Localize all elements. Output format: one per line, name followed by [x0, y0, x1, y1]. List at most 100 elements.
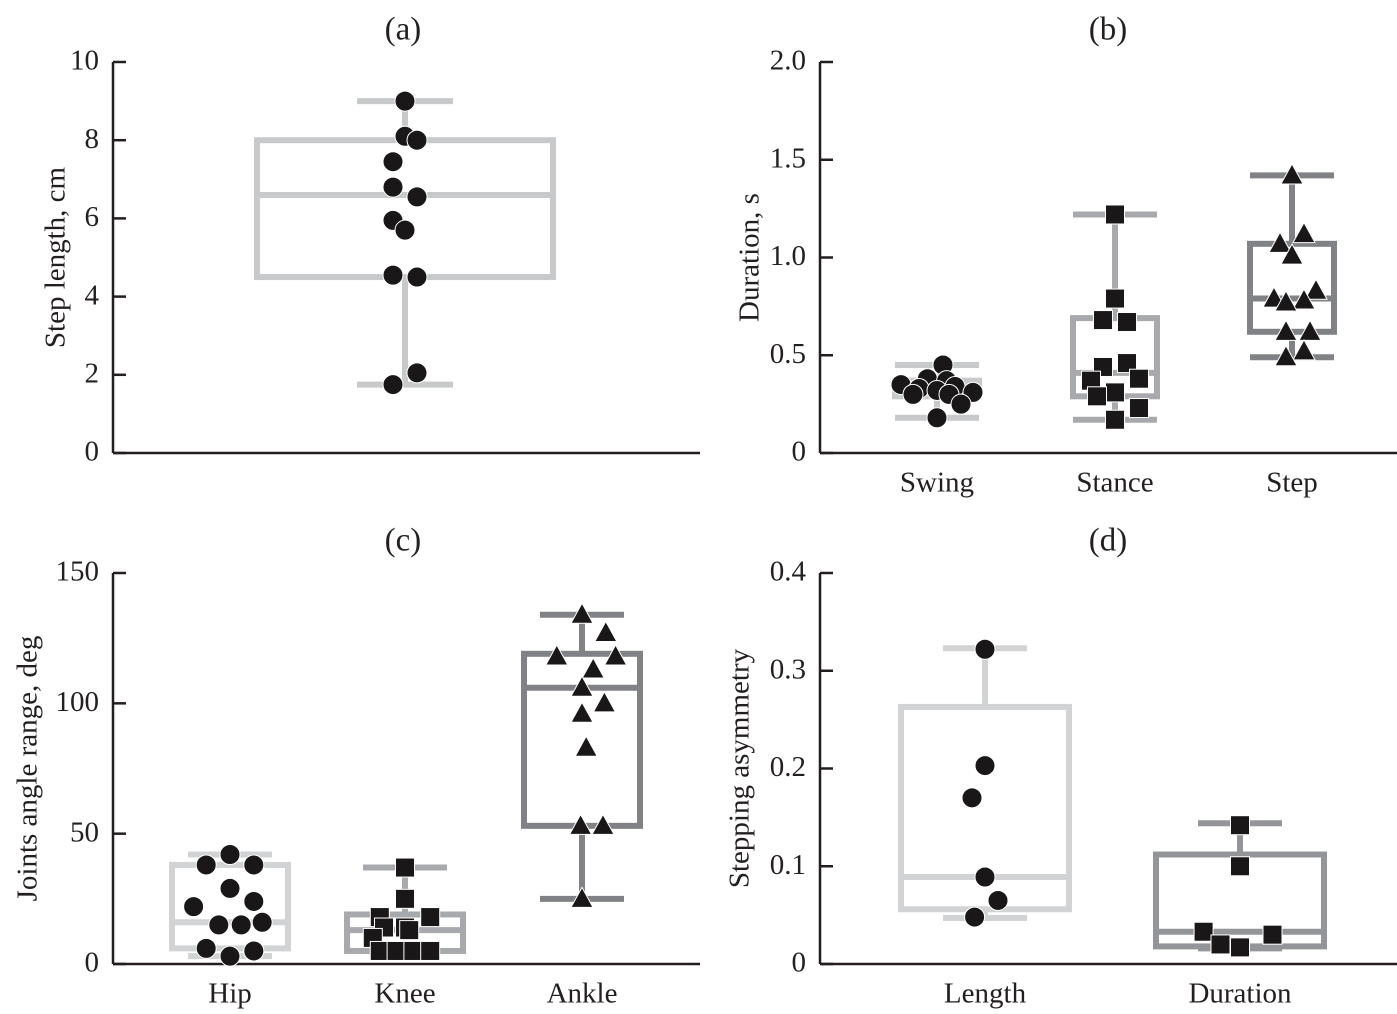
- data-point-circle: [219, 945, 241, 967]
- box-series-duration: [1153, 815, 1327, 958]
- panel-title: (d): [1089, 523, 1127, 559]
- panel-b: (b) 0 0.5 1.0 1.5 2.0 Duration, s Swing Stance St…: [734, 12, 1397, 499]
- data-point-square: [1210, 934, 1231, 955]
- data-point-circle: [964, 906, 986, 928]
- panel-title: (c): [385, 523, 422, 559]
- data-point-circle: [394, 90, 416, 112]
- data-point-circle: [382, 374, 404, 396]
- data-point-triangle: [1274, 344, 1298, 367]
- box-series-step-length: [254, 90, 556, 396]
- y-tick-label: 0.5: [770, 338, 806, 370]
- data-point-square: [399, 920, 420, 941]
- y-axis-title: Duration, s: [734, 193, 766, 322]
- y-tick-label: 100: [56, 686, 100, 718]
- data-point-circle: [251, 911, 273, 933]
- y-tick-label: 0.3: [770, 653, 806, 685]
- data-point-triangle: [544, 643, 569, 666]
- data-point-circle: [183, 896, 205, 918]
- data-point-triangle: [570, 701, 594, 723]
- data-point-triangle: [1274, 290, 1298, 312]
- data-point-circle: [406, 266, 428, 288]
- data-point-square: [1230, 856, 1250, 877]
- y-axis-title: Joints angle range, deg: [12, 636, 44, 902]
- y-tick-label: 4: [85, 279, 100, 311]
- y-tick-label: 2.0: [770, 45, 806, 77]
- data-point-square: [369, 940, 390, 961]
- data-point-triangle: [570, 675, 594, 697]
- data-point-circle: [382, 151, 404, 173]
- x-category-label: Duration: [1188, 978, 1292, 1010]
- data-point-triangle: [570, 886, 594, 908]
- y-tick-label: 1.0: [770, 240, 806, 272]
- data-point-triangle: [1292, 288, 1316, 310]
- data-point-circle: [987, 889, 1009, 911]
- data-point-circle: [974, 866, 996, 888]
- panel-d: (d) 0 0.1 0.2 0.3 0.4 Stepping asymmetry Length…: [724, 523, 1397, 1010]
- data-point-square: [1262, 924, 1283, 945]
- panel-title: (a): [385, 12, 422, 48]
- data-point-square: [403, 940, 424, 961]
- y-tick-label: 2: [85, 357, 100, 389]
- data-point-circle: [406, 186, 428, 208]
- data-point-circle: [243, 890, 265, 912]
- y-tick-label: 0: [792, 947, 807, 979]
- data-point-circle: [902, 383, 924, 405]
- data-point-triangle: [1292, 221, 1316, 244]
- data-point-triangle: [1280, 243, 1304, 265]
- data-point-circle: [195, 937, 217, 959]
- data-point-triangle: [581, 657, 606, 679]
- panel-a: (a) 0 2 4 6 8 10 Step length, cm: [40, 12, 700, 468]
- box-series-ankle: [521, 602, 643, 908]
- y-tick-label: 0.1: [770, 849, 806, 881]
- data-point-triangle: [1274, 319, 1298, 341]
- y-tick-label: 150: [56, 556, 100, 588]
- x-category-label: Swing: [900, 467, 974, 499]
- data-point-triangle: [593, 620, 618, 643]
- data-point-square: [420, 940, 441, 961]
- y-tick-label: 0: [85, 947, 100, 979]
- x-category-label: Step: [1266, 467, 1318, 499]
- data-point-triangle: [1268, 231, 1292, 253]
- data-point-circle: [219, 877, 241, 899]
- y-axis-title: Stepping asymmetry: [724, 648, 756, 888]
- data-point-square: [1117, 312, 1137, 333]
- box-series-knee: [344, 857, 466, 961]
- data-point-triangle: [603, 643, 628, 666]
- data-point-circle: [406, 129, 428, 151]
- data-point-square: [1230, 937, 1250, 958]
- data-point-square: [395, 888, 415, 909]
- data-point-circle: [926, 407, 948, 429]
- data-point-square: [1105, 204, 1125, 225]
- data-point-triangle: [592, 690, 617, 713]
- y-tick-label: 8: [85, 123, 100, 155]
- box-series-hip: [169, 844, 291, 967]
- data-point-triangle: [1280, 162, 1304, 185]
- data-point-square: [1105, 382, 1125, 403]
- data-point-square: [1129, 368, 1149, 389]
- data-point-square: [386, 940, 407, 961]
- x-category-label: Stance: [1076, 467, 1153, 499]
- y-tick-label: 50: [70, 816, 99, 848]
- data-point-square: [395, 857, 415, 878]
- data-point-circle: [974, 638, 996, 660]
- data-point-circle: [394, 219, 416, 241]
- box-series-swing: [890, 354, 984, 429]
- y-axis-title: Step length, cm: [40, 166, 72, 348]
- y-tick-label: 6: [85, 201, 100, 233]
- data-point-square: [1093, 310, 1113, 331]
- x-category-label: Length: [944, 978, 1027, 1010]
- data-point-square: [1129, 398, 1149, 419]
- data-point-circle: [219, 844, 241, 866]
- data-point-circle: [382, 264, 404, 286]
- data-point-circle: [406, 362, 428, 384]
- x-category-label: Knee: [374, 978, 435, 1010]
- data-point-square: [1105, 288, 1125, 309]
- box-series-step: [1247, 162, 1337, 367]
- iqr-box: [254, 137, 556, 281]
- data-point-square: [420, 907, 441, 928]
- data-point-square: [1193, 921, 1214, 942]
- data-point-circle: [961, 787, 983, 809]
- data-point-triangle: [1298, 319, 1322, 341]
- y-tick-label: 0: [85, 436, 100, 468]
- data-point-square: [1087, 386, 1107, 407]
